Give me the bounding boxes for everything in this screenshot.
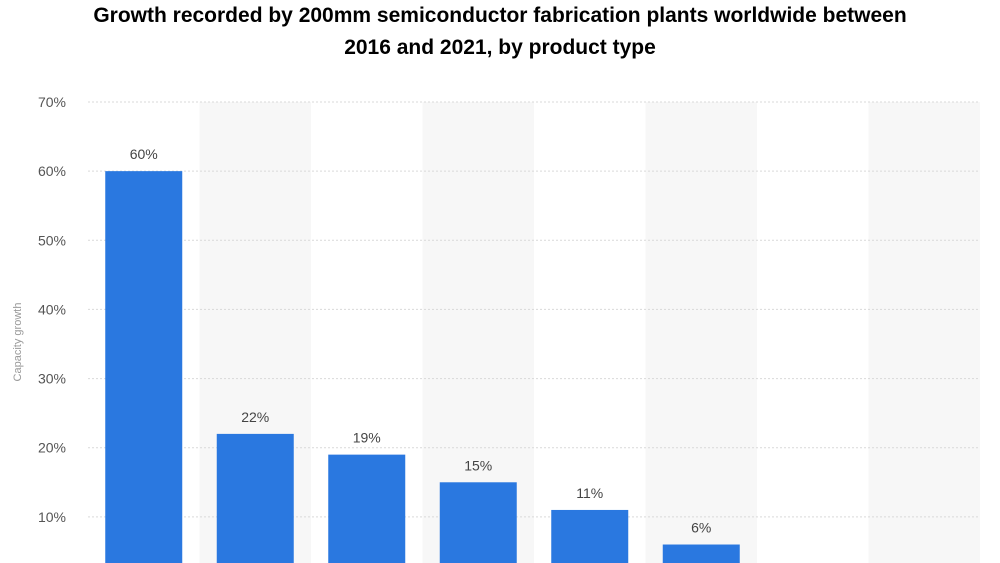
data-label: 60% — [130, 146, 158, 162]
chart-title-line-2: 2016 and 2021, by product type — [344, 36, 656, 59]
bar — [551, 509, 629, 563]
y-tick-label: 70% — [38, 94, 66, 110]
data-label: 11% — [576, 485, 603, 501]
y-axis-label: Capacity growth — [12, 303, 24, 382]
column-band — [645, 102, 757, 563]
y-tick-label: 50% — [38, 232, 66, 248]
data-label: 22% — [241, 409, 269, 425]
data-label: 6% — [691, 520, 711, 536]
y-tick-label: 60% — [38, 163, 66, 179]
bar — [105, 171, 183, 563]
data-label: 19% — [353, 430, 381, 446]
data-label: 15% — [464, 457, 492, 473]
bar — [439, 482, 517, 563]
bar — [328, 454, 406, 563]
y-tick-label: 10% — [38, 509, 66, 525]
data-labels: 60% 22% 19% 15% 11% 6% — [130, 146, 712, 535]
bar — [662, 544, 740, 563]
bars — [105, 171, 740, 563]
column-band — [868, 102, 980, 563]
chart-title: Growth recorded by 200mm semiconductor f… — [0, 0, 1000, 64]
y-tick-label: 30% — [38, 371, 66, 387]
y-tick-label: 40% — [38, 301, 66, 317]
y-tick-label: 20% — [38, 440, 66, 456]
y-axis-ticks: 10% 20% 30% 40% 50% 60% 70% — [38, 94, 66, 525]
bar — [216, 433, 294, 563]
chart-title-line-1: Growth recorded by 200mm semiconductor f… — [93, 4, 907, 27]
